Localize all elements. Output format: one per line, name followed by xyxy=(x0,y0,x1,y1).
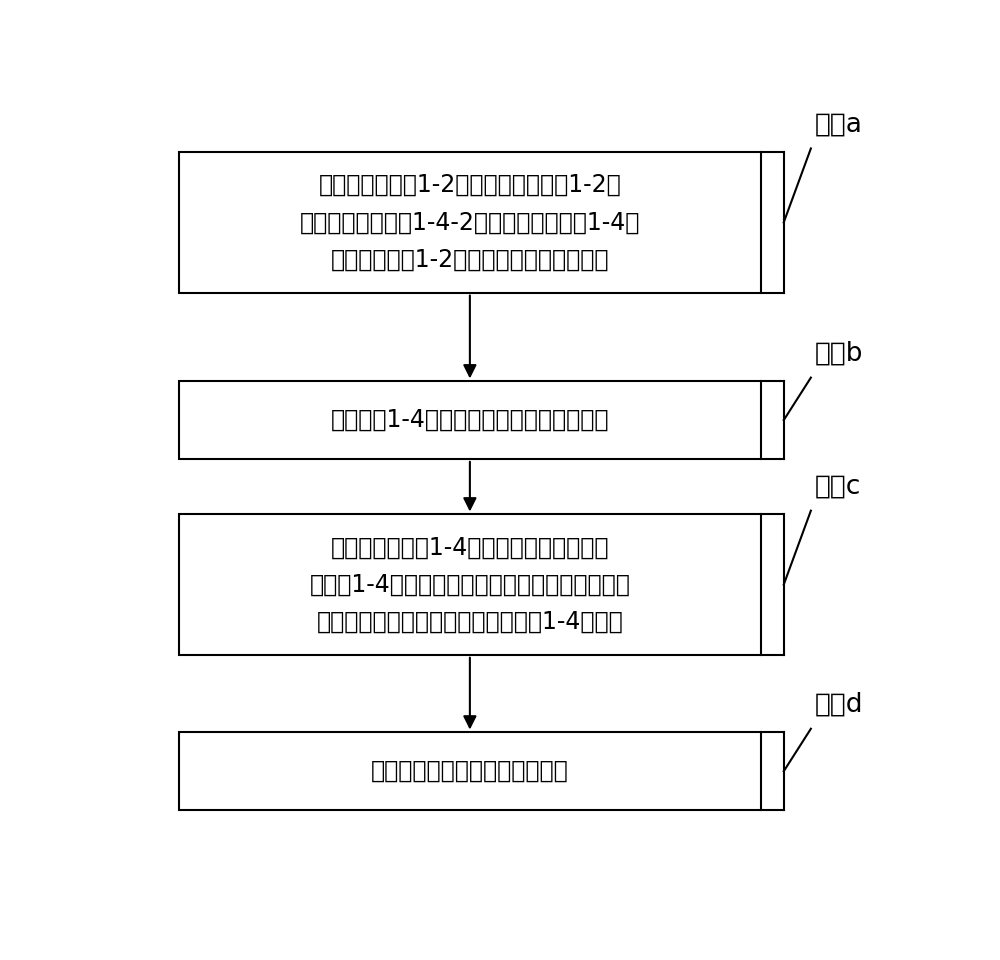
Bar xyxy=(179,381,761,459)
Text: 用力挤压探针（1-4）与裸芯，使得在所有
探针（1-4）具有不同弯曲程度的情况下，裸芯上
所有待检测的焊盘或触点均有探针（1-4）接触: 用力挤压探针（1-4）与裸芯，使得在所有 探针（1-4）具有不同弯曲程度的情况下… xyxy=(309,536,630,634)
Bar xyxy=(179,732,761,810)
Bar xyxy=(179,515,761,655)
Text: 将探针（1-4）接触到裸芯的焊盘或触点上: 将探针（1-4）接触到裸芯的焊盘或触点上 xyxy=(331,408,609,432)
Text: 步骤b: 步骤b xyxy=(815,341,863,367)
Text: 步骤d: 步骤d xyxy=(815,691,863,718)
Text: 调整中间导板（1-2），使中间导板（1-2）
挤压到中部探针（1-4-2）侧部，使探针（1-4）
在中间导板（1-2）的作用下，向一侧弯曲: 调整中间导板（1-2），使中间导板（1-2） 挤压到中部探针（1-4-2）侧部，… xyxy=(300,173,640,272)
Text: 步骤c: 步骤c xyxy=(815,473,861,499)
Bar xyxy=(179,153,761,293)
Text: 步骤a: 步骤a xyxy=(815,111,863,137)
Text: 向裸芯写入测试程序，完成测试: 向裸芯写入测试程序，完成测试 xyxy=(371,759,569,783)
